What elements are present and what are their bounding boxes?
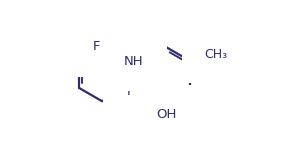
Text: F: F [126, 85, 134, 98]
Text: NH: NH [124, 55, 143, 68]
Text: F: F [93, 40, 100, 53]
Text: CH₃: CH₃ [204, 48, 227, 61]
Text: OH: OH [157, 108, 177, 121]
